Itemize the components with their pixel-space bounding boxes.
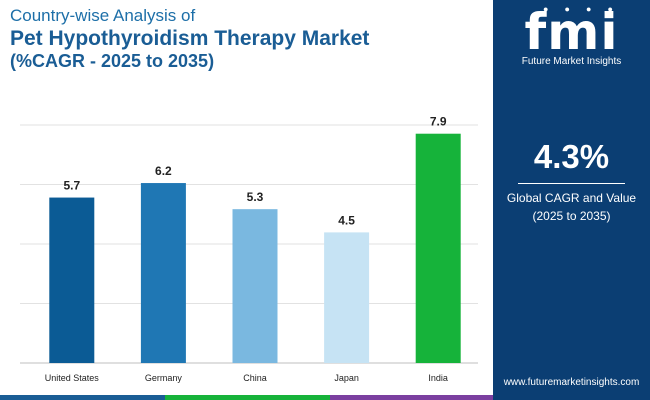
- value-labels: 5.7 6.2 5.3 4.5 7.9: [63, 115, 446, 228]
- bottom-color-strip: [0, 395, 493, 400]
- strip-segment-blue: [0, 395, 165, 400]
- fmi-logo: fmi Future Market Insights: [493, 6, 650, 67]
- bar-india: [415, 133, 461, 363]
- dog-icon: ●: [543, 4, 549, 14]
- category-label: China: [243, 373, 267, 383]
- value-label: 5.3: [247, 190, 264, 204]
- bar-japan: [324, 232, 370, 363]
- category-label: Japan: [334, 373, 359, 383]
- cagr-label-line-1: Global CAGR and Value: [506, 191, 637, 205]
- bar-germany: [140, 183, 186, 363]
- cat-icon: ●: [564, 4, 570, 14]
- bars: [49, 133, 461, 363]
- value-label: 7.9: [430, 115, 447, 129]
- global-cagr-value: 4.3%: [533, 138, 610, 175]
- chart-period: (%CAGR - 2025 to 2035): [10, 51, 215, 71]
- value-label: 5.7: [63, 179, 80, 193]
- bird-icon: ●: [586, 4, 592, 14]
- chart-subtitle: Country-wise Analysis of: [10, 6, 196, 25]
- category-label: United States: [45, 373, 100, 383]
- category-labels: United States Germany China Japan India: [45, 373, 448, 383]
- bar-united-states: [49, 197, 95, 363]
- website-link[interactable]: www.futuremarketinsights.com: [503, 377, 640, 388]
- bar-china: [232, 209, 278, 363]
- category-label: Germany: [145, 373, 183, 383]
- logo-mark: fmi: [524, 3, 619, 61]
- cagr-label-line-2: (2025 to 2035): [532, 209, 611, 223]
- chart-title: Pet Hypothyroidism Therapy Market: [10, 27, 370, 50]
- logo-text: Future Market Insights: [521, 56, 622, 67]
- divider: [518, 183, 625, 184]
- bar-chart: 5.7 6.2 5.3 4.5 7.9 United States Germany Chin…: [20, 115, 478, 383]
- value-label: 4.5: [338, 213, 355, 227]
- fish-icon: ●: [607, 4, 613, 14]
- title-block: Country-wise Analysis of Pet Hypothyroid…: [10, 5, 480, 72]
- logo-icons: ● ● ● ●: [543, 4, 613, 14]
- category-label: India: [428, 373, 448, 383]
- value-label: 6.2: [155, 164, 172, 178]
- strip-segment-green: [165, 395, 330, 400]
- strip-segment-purple: [330, 395, 493, 400]
- global-cagr-label: Global CAGR and Value (2025 to 2035): [493, 189, 650, 225]
- side-panel: ● ● ● ● fmi Future Market Insights 4.3% …: [493, 0, 650, 400]
